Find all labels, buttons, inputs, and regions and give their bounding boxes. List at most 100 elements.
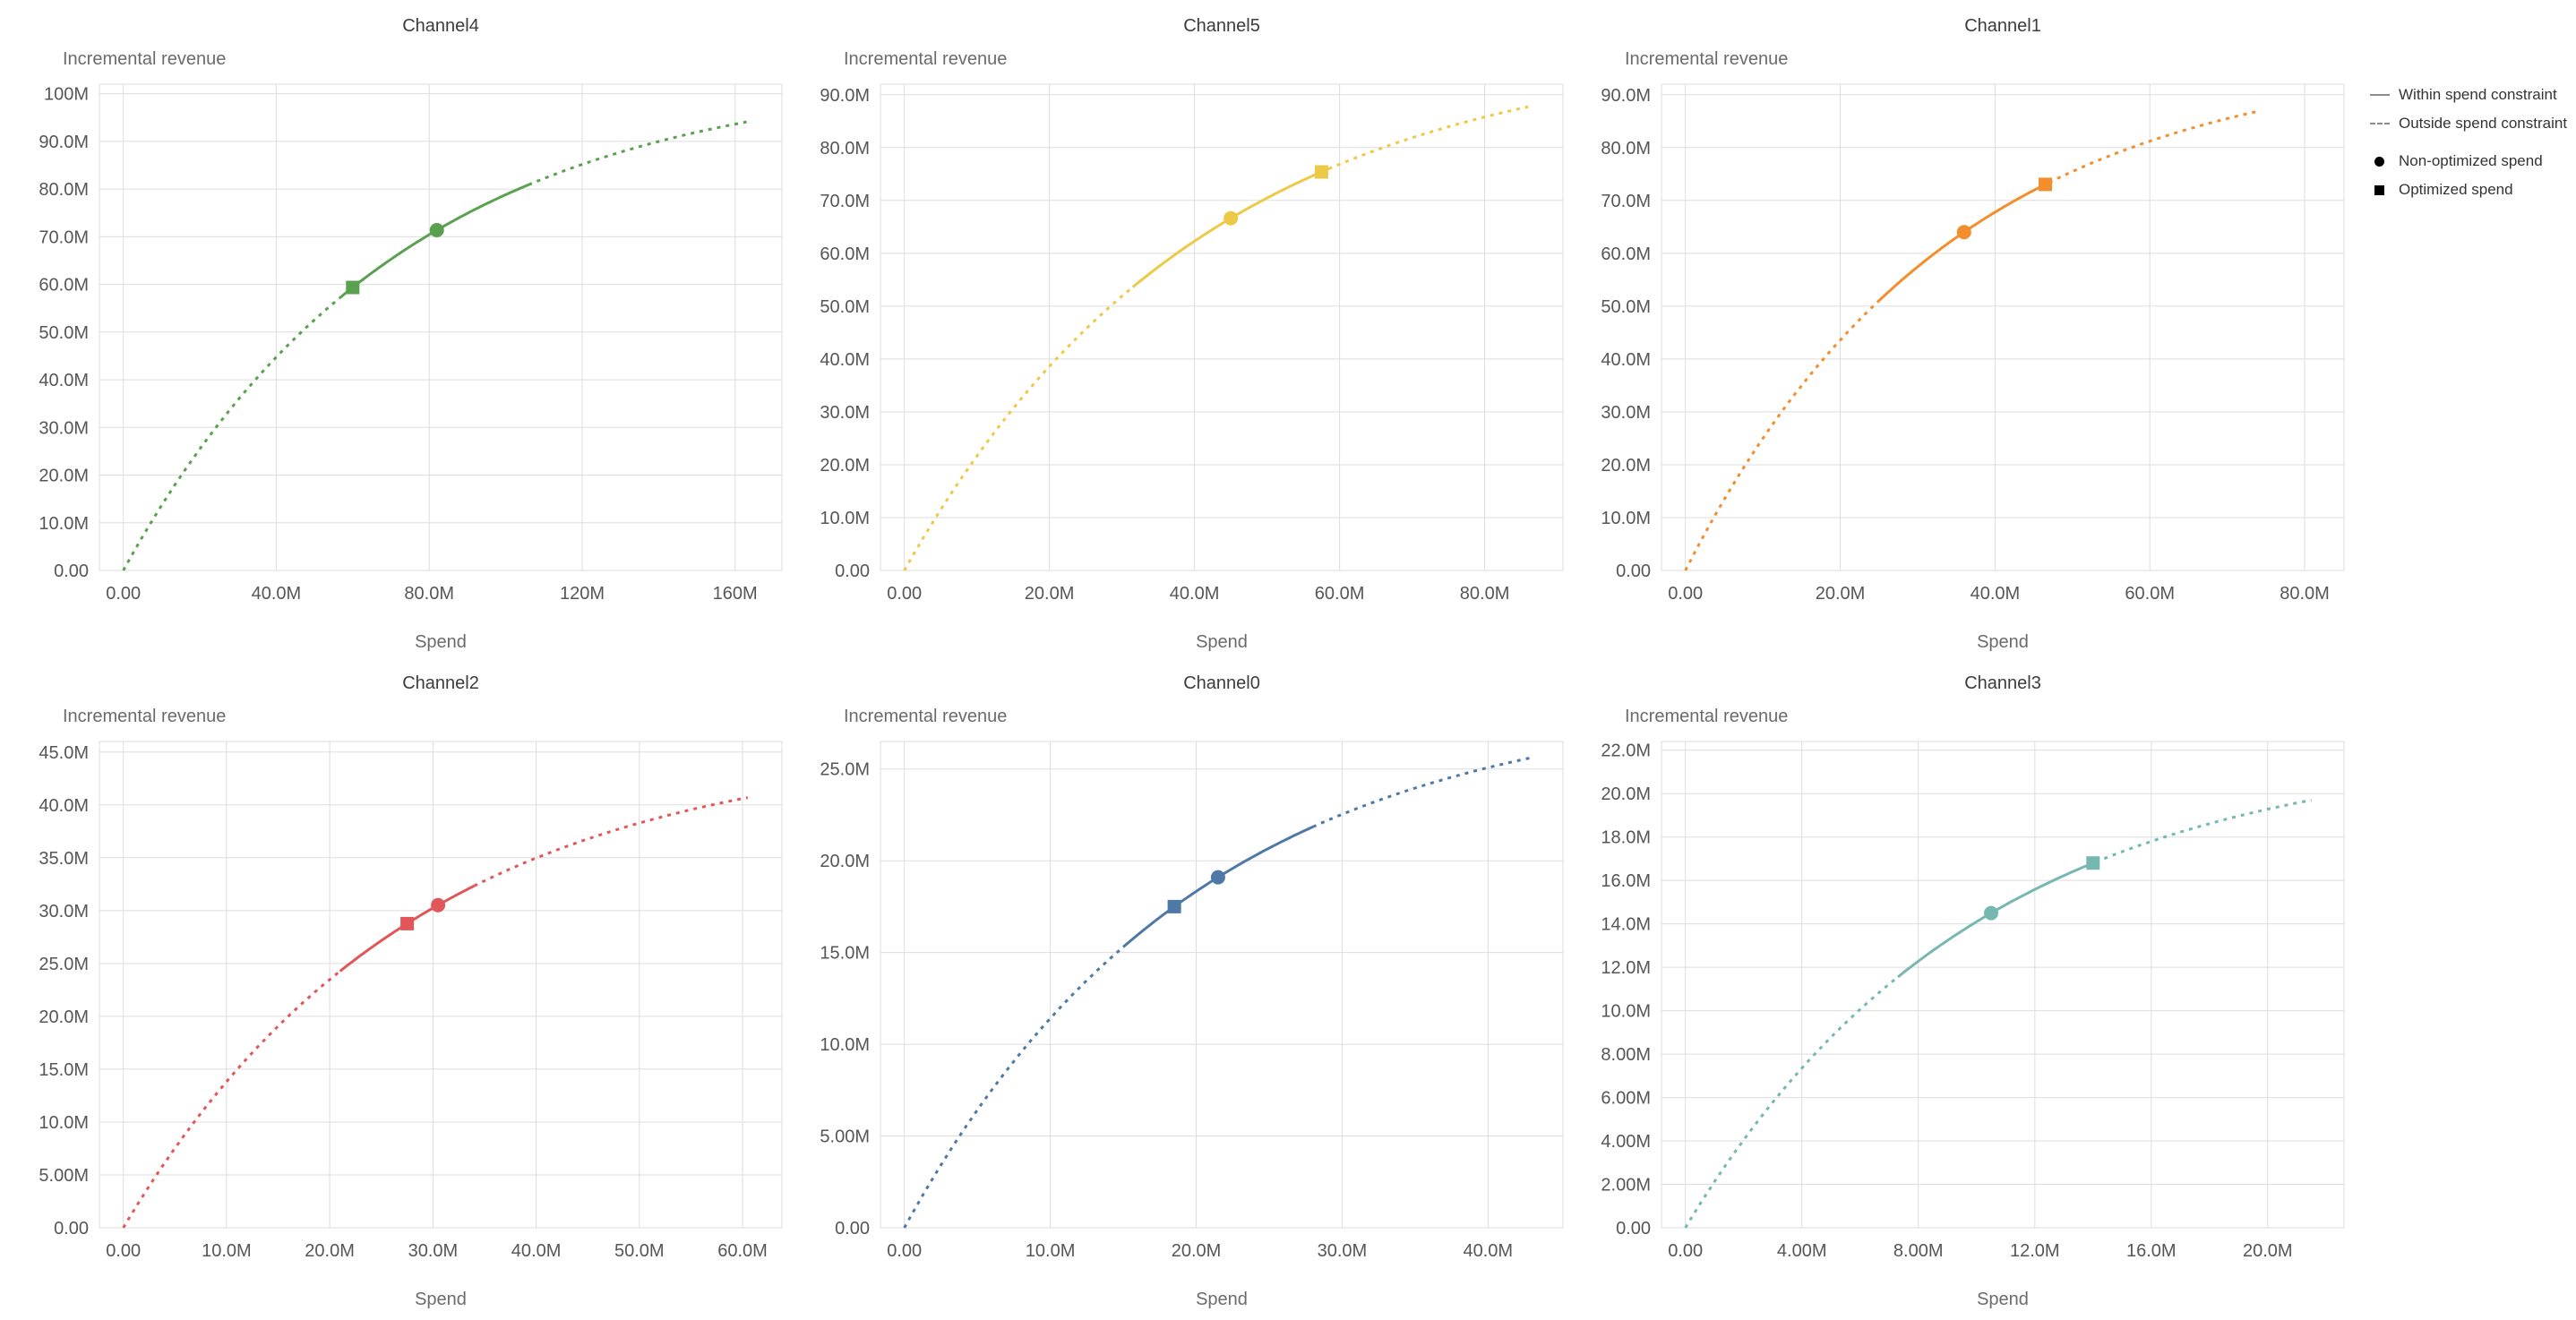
x-axis-title: Spend — [1196, 1290, 1248, 1309]
svg-text:0.00: 0.00 — [835, 561, 870, 581]
solid-line-icon — [2370, 94, 2390, 96]
x-axis-title: Spend — [415, 1290, 467, 1309]
legend-item-within-constraint: Within spend constraint — [2370, 86, 2567, 104]
svg-text:10.0M: 10.0M — [820, 509, 870, 528]
svg-text:10.0M: 10.0M — [1026, 1241, 1076, 1261]
y-axis-title: Incremental revenue — [63, 49, 227, 69]
svg-text:60.0M: 60.0M — [39, 276, 89, 296]
svg-text:6.00M: 6.00M — [1601, 1089, 1651, 1109]
svg-text:70.0M: 70.0M — [820, 192, 870, 211]
chart-channel4: Channel4 Incremental revenue 0.00 40.0M 80… — [14, 4, 795, 661]
svg-text:15.0M: 15.0M — [820, 944, 870, 964]
svg-text:8.00M: 8.00M — [1893, 1241, 1944, 1261]
svg-text:50.0M: 50.0M — [39, 323, 89, 343]
legend-item-outside-constraint: Outside spend constraint — [2370, 115, 2567, 133]
svg-text:5.00M: 5.00M — [820, 1127, 870, 1147]
svg-text:40.0M: 40.0M — [1601, 350, 1651, 370]
svg-text:10.0M: 10.0M — [1601, 509, 1651, 528]
chart-channel1: Channel1 Incremental revenue 0.00 20.0M 40… — [1576, 4, 2357, 661]
optimized-spend-marker — [346, 280, 360, 295]
svg-text:40.0M: 40.0M — [1971, 584, 2021, 604]
x-axis-title: Spend — [415, 632, 467, 652]
svg-text:8.00M: 8.00M — [1601, 1045, 1651, 1065]
svg-text:5.00M: 5.00M — [39, 1166, 89, 1186]
chart-title: Channel3 — [1964, 673, 2041, 693]
svg-text:12.0M: 12.0M — [1601, 958, 1651, 978]
svg-text:20.0M: 20.0M — [820, 456, 870, 476]
dashed-line-icon — [2370, 123, 2390, 124]
svg-text:10.0M: 10.0M — [202, 1241, 252, 1261]
svg-text:25.0M: 25.0M — [39, 955, 89, 974]
svg-text:10.0M: 10.0M — [39, 514, 89, 534]
svg-text:100M: 100M — [44, 85, 89, 105]
svg-text:20.0M: 20.0M — [1601, 784, 1651, 804]
chart-title: Channel4 — [402, 16, 479, 36]
svg-text:20.0M: 20.0M — [305, 1241, 355, 1261]
legend-label: Optimized spend — [2399, 181, 2513, 198]
svg-text:60.0M: 60.0M — [1315, 584, 1365, 604]
chart-channel2: Channel2 Incremental revenue 0.00 10.0M 20… — [14, 661, 795, 1318]
chart-channel0: Channel0 Incremental revenue 0.00 10.0M 20… — [795, 661, 1576, 1318]
svg-text:60.0M: 60.0M — [2125, 584, 2175, 604]
svg-text:160M: 160M — [713, 584, 758, 604]
svg-text:14.0M: 14.0M — [1601, 915, 1651, 935]
svg-text:10.0M: 10.0M — [820, 1035, 870, 1055]
legend-label: Within spend constraint — [2399, 86, 2557, 103]
chart-title: Channel0 — [1183, 673, 1260, 693]
y-axis-title: Incremental revenue — [844, 707, 1008, 726]
legend-label: Outside spend constraint — [2399, 115, 2568, 132]
svg-text:70.0M: 70.0M — [1601, 192, 1651, 211]
svg-text:90.0M: 90.0M — [820, 86, 870, 106]
svg-text:80.0M: 80.0M — [39, 180, 89, 200]
non-optimized-spend-marker — [431, 897, 446, 913]
response-curve-plot-channel5: 0.00 20.0M 40.0M 60.0M 80.0M 0.00 10.0M 20.0M 30… — [820, 83, 1564, 604]
svg-text:120M: 120M — [560, 584, 605, 604]
x-axis-title: Spend — [1977, 632, 2029, 652]
svg-text:15.0M: 15.0M — [39, 1060, 89, 1080]
svg-text:0.00: 0.00 — [887, 584, 922, 604]
svg-text:0.00: 0.00 — [887, 1241, 922, 1261]
non-optimized-spend-marker — [1956, 225, 1971, 240]
svg-text:40.0M: 40.0M — [1170, 584, 1220, 604]
svg-text:50.0M: 50.0M — [1601, 297, 1651, 317]
svg-text:50.0M: 50.0M — [820, 297, 870, 317]
non-optimized-spend-marker — [1210, 870, 1225, 885]
legend-item-optimized: Optimized spend — [2370, 181, 2567, 199]
svg-text:80.0M: 80.0M — [404, 584, 454, 604]
svg-text:0.00: 0.00 — [1616, 1219, 1651, 1239]
chart-title: Channel1 — [1964, 16, 2041, 36]
x-axis-title: Spend — [1977, 1290, 2029, 1309]
x-axis-title: Spend — [1196, 632, 1248, 652]
svg-text:0.00: 0.00 — [1668, 1241, 1703, 1261]
svg-text:30.0M: 30.0M — [1318, 1241, 1368, 1261]
legend: Within spend constraint Outside spend co… — [2370, 86, 2567, 210]
legend-label: Non-optimized spend — [2399, 152, 2543, 169]
svg-text:40.0M: 40.0M — [39, 371, 89, 390]
svg-text:0.00: 0.00 — [1668, 584, 1703, 604]
svg-text:80.0M: 80.0M — [1601, 139, 1651, 159]
legend-item-non-optimized: Non-optimized spend — [2370, 152, 2567, 170]
svg-text:22.0M: 22.0M — [1601, 741, 1651, 761]
response-curve-plot-channel3: 0.00 4.00M 8.00M 12.0M 16.0M 20.0M 0.00 2.00M 4.… — [1601, 741, 2345, 1261]
svg-text:30.0M: 30.0M — [39, 902, 89, 921]
svg-text:4.00M: 4.00M — [1601, 1132, 1651, 1152]
y-axis-title: Incremental revenue — [1625, 49, 1789, 69]
svg-text:0.00: 0.00 — [835, 1219, 870, 1239]
y-axis-title: Incremental revenue — [63, 707, 227, 726]
svg-text:70.0M: 70.0M — [39, 227, 89, 247]
svg-text:40.0M: 40.0M — [39, 796, 89, 816]
svg-text:20.0M: 20.0M — [39, 467, 89, 486]
svg-text:25.0M: 25.0M — [820, 760, 870, 780]
optimized-spend-marker — [2039, 177, 2052, 192]
circle-marker-icon — [2374, 156, 2384, 167]
svg-text:30.0M: 30.0M — [408, 1241, 459, 1261]
chart-title: Channel5 — [1183, 16, 1260, 36]
optimized-spend-marker — [1167, 899, 1181, 913]
svg-text:20.0M: 20.0M — [1172, 1241, 1222, 1261]
response-curve-plot-channel4: 0.00 40.0M 80.0M 120M 160M 0.00 10.0M 20.0M 30.0… — [39, 83, 783, 604]
svg-text:10.0M: 10.0M — [39, 1113, 89, 1133]
svg-text:30.0M: 30.0M — [39, 418, 89, 438]
svg-text:80.0M: 80.0M — [820, 139, 870, 159]
svg-text:2.00M: 2.00M — [1601, 1176, 1651, 1196]
